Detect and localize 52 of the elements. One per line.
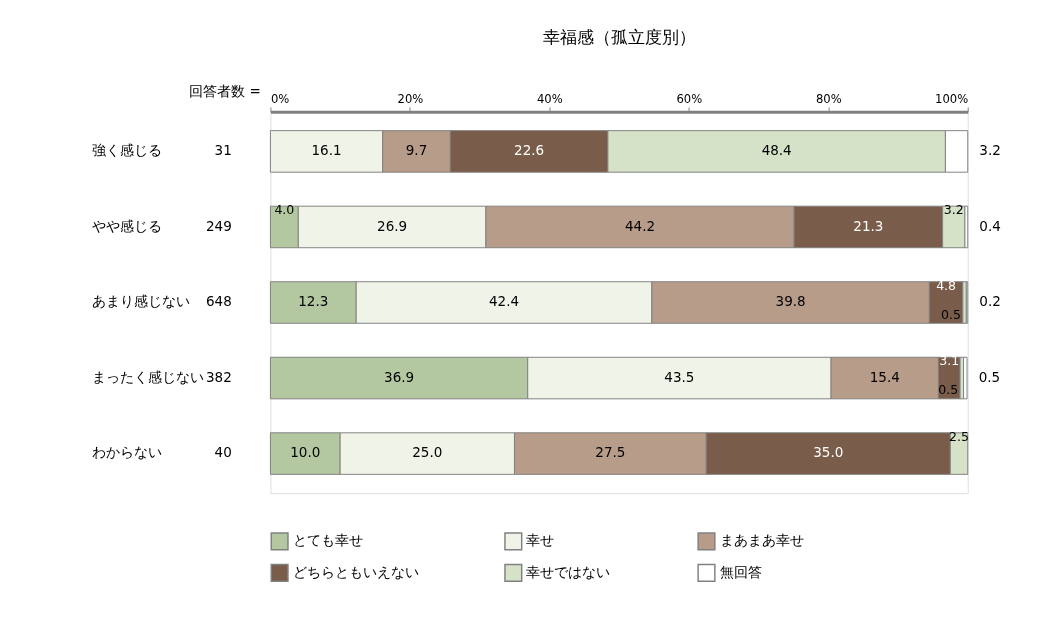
data-label: 0.5 <box>978 368 1001 385</box>
text: 382 <box>205 368 232 385</box>
y-tick-label: 強く感じる <box>92 142 163 159</box>
y-tick-label: わからない <box>92 444 163 461</box>
text: 31 <box>214 142 232 159</box>
x-tick-label: 60% <box>676 91 703 106</box>
text: 回答者数 = <box>189 83 261 100</box>
data-label: 12.3 <box>298 293 329 310</box>
x-tick-label: 80% <box>815 91 842 106</box>
chart-title: 幸福感（孤立度別） <box>542 27 696 48</box>
text: 648 <box>205 293 232 310</box>
data-label: 3.2 <box>979 142 1001 159</box>
legend-label: 幸せではない <box>526 563 611 580</box>
data-label: 25.0 <box>412 444 443 461</box>
data-label: 3.1 <box>939 353 960 369</box>
data-label: 22.6 <box>514 142 545 159</box>
data-label: 10.0 <box>290 444 321 461</box>
x-tick-label: 100% <box>935 91 969 106</box>
data-label: 4.0 <box>274 202 295 218</box>
legend-label: 無回答 <box>719 563 762 580</box>
data-label: 2.5 <box>949 429 969 445</box>
data-label: 9.7 <box>405 142 428 159</box>
data-label: 39.8 <box>775 293 806 310</box>
data-label: 48.4 <box>761 142 792 159</box>
data-label: 15.4 <box>869 368 900 385</box>
x-tick-label: 40% <box>536 91 563 106</box>
legend-label: どちらともいえない <box>292 563 419 580</box>
legend-label: 幸せ <box>526 532 555 549</box>
text: 40 <box>214 444 232 461</box>
legend-label: まあまあ幸せ <box>719 532 804 549</box>
data-label: 44.2 <box>624 217 656 234</box>
data-label: 0.5 <box>941 306 962 322</box>
data-label: 3.2 <box>943 202 964 218</box>
y-tick-label: やや感じる <box>92 217 163 234</box>
data-label: 26.9 <box>377 217 408 234</box>
data-label: 0.5 <box>938 382 959 398</box>
data-label: 0.2 <box>979 293 1001 310</box>
data-label: 16.1 <box>311 142 342 159</box>
x-tick-label: 20% <box>397 91 424 106</box>
data-label: 35.0 <box>813 444 844 461</box>
data-label: 36.9 <box>384 368 415 385</box>
text: 249 <box>205 217 232 234</box>
data-label: 0.4 <box>979 217 1001 234</box>
data-label: 4.8 <box>936 277 957 293</box>
data-label: 27.5 <box>595 444 626 461</box>
data-label: 43.5 <box>664 368 695 385</box>
y-tick-label: あまり感じない <box>92 293 191 310</box>
data-label: 42.4 <box>488 293 520 310</box>
y-tick-label: まったく感じない <box>92 368 205 385</box>
x-tick-label: 0% <box>270 91 290 106</box>
legend-label: とても幸せ <box>292 532 363 549</box>
data-label: 21.3 <box>853 217 884 234</box>
